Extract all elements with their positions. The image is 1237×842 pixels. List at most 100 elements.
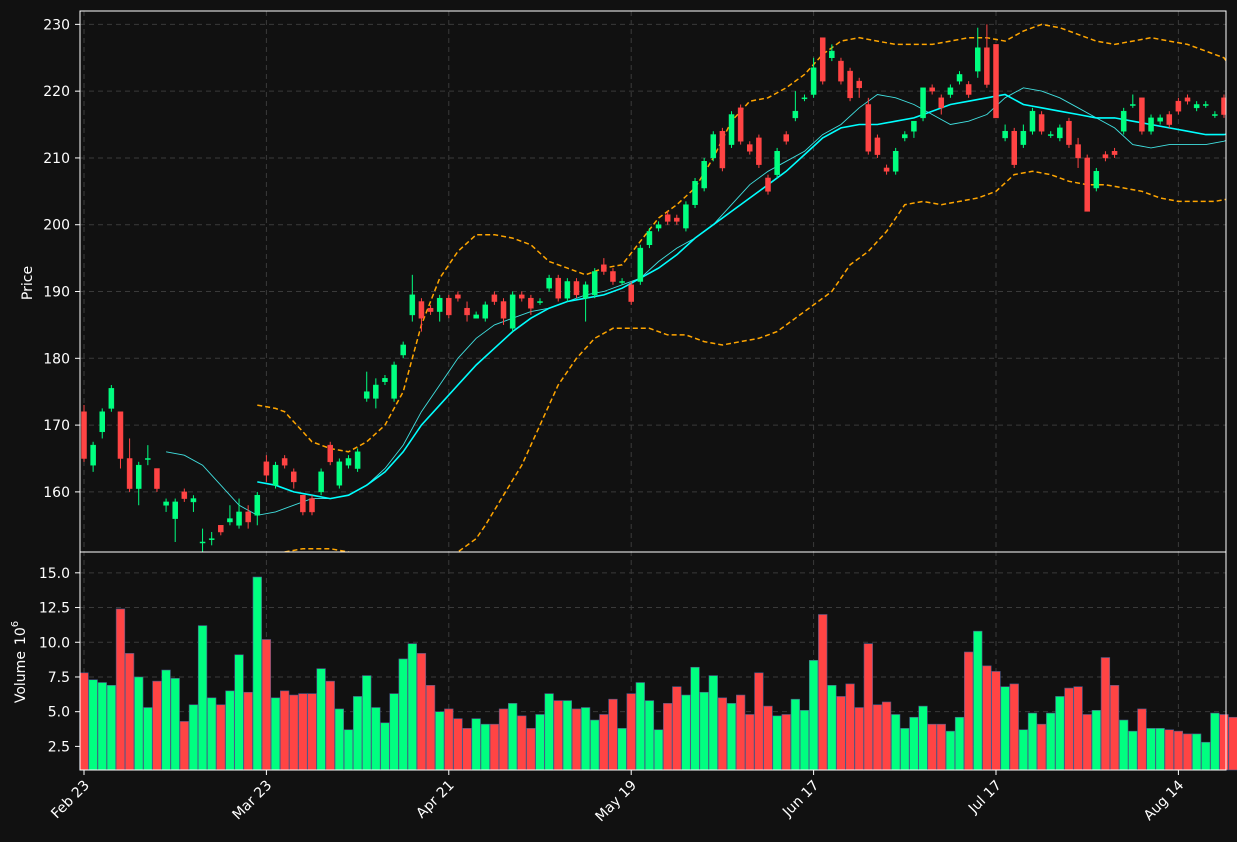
volume-bar bbox=[197, 625, 208, 771]
candle-body bbox=[728, 114, 735, 145]
volume-bar bbox=[1210, 712, 1220, 771]
candle-body bbox=[236, 511, 242, 526]
candle-body bbox=[546, 277, 552, 289]
volume-bar bbox=[635, 682, 645, 771]
candle-body bbox=[1212, 114, 1218, 116]
candle-body bbox=[938, 97, 945, 109]
candle-body bbox=[1057, 127, 1063, 139]
candle-body bbox=[1130, 104, 1136, 106]
candle-body bbox=[446, 297, 452, 316]
volume-bar bbox=[772, 715, 782, 771]
volume-bar bbox=[307, 693, 317, 771]
volume-bar bbox=[580, 707, 591, 771]
volume-axis-label-power: 6 bbox=[10, 621, 21, 627]
candle-body bbox=[327, 444, 333, 463]
candle-body bbox=[1020, 130, 1027, 145]
candle-body bbox=[99, 411, 105, 433]
volume-bar bbox=[124, 653, 135, 771]
volume-bar bbox=[1091, 709, 1101, 771]
candle-body bbox=[801, 97, 808, 100]
volume-bar bbox=[115, 608, 126, 771]
candle-body bbox=[792, 110, 799, 119]
candle-body bbox=[929, 87, 935, 92]
candle-body bbox=[245, 511, 251, 523]
candle-body bbox=[783, 134, 789, 142]
volume-bar bbox=[562, 700, 572, 771]
volume-bar bbox=[526, 728, 536, 771]
candle-body bbox=[774, 151, 780, 175]
volume-bar bbox=[644, 700, 655, 771]
price-tick-label: 170 bbox=[43, 418, 70, 434]
candle-body bbox=[591, 271, 598, 296]
candle-body bbox=[765, 177, 771, 192]
volume-bar bbox=[991, 671, 1001, 771]
volume-bar bbox=[891, 714, 901, 771]
volume-bar bbox=[836, 696, 846, 771]
volume-bar bbox=[681, 694, 691, 771]
volume-bar bbox=[252, 576, 262, 771]
candle-body bbox=[528, 297, 534, 309]
candle-body bbox=[1203, 104, 1209, 106]
volume-bar bbox=[982, 665, 992, 771]
candle-body bbox=[601, 264, 607, 272]
x-tick-label: Jun 17 bbox=[779, 778, 822, 821]
candle-body bbox=[1120, 110, 1127, 132]
price-tick-label: 160 bbox=[43, 485, 70, 501]
candle-body bbox=[519, 294, 525, 299]
candle-body bbox=[318, 471, 324, 493]
volume-axis-label: Volume 106 bbox=[10, 621, 29, 703]
volume-bar bbox=[143, 707, 153, 771]
candle-body bbox=[199, 541, 206, 544]
volume-bar bbox=[690, 666, 700, 771]
volume-bar bbox=[872, 704, 883, 771]
volume-bar bbox=[1228, 716, 1237, 771]
volume-bar bbox=[799, 709, 810, 771]
candle-body bbox=[829, 50, 835, 59]
volume-bar bbox=[352, 696, 363, 771]
volume-bar bbox=[152, 680, 162, 771]
volume-bar bbox=[88, 679, 98, 771]
x-tick-label: Aug 14 bbox=[1141, 777, 1187, 823]
candle-body bbox=[272, 464, 279, 486]
volume-bar bbox=[161, 669, 171, 771]
volume-bar bbox=[1046, 712, 1056, 771]
x-tick-label: Jul 17 bbox=[965, 778, 1005, 818]
candle-body bbox=[655, 224, 662, 229]
volume-bar bbox=[371, 707, 381, 771]
candle-body bbox=[108, 388, 115, 409]
volume-bar bbox=[818, 614, 828, 771]
volume-bar bbox=[1100, 657, 1111, 771]
volume-bar bbox=[854, 707, 864, 771]
volume-bar bbox=[462, 728, 472, 771]
candle-body bbox=[582, 284, 589, 299]
volume-bar bbox=[1137, 708, 1147, 771]
volume-bar bbox=[1109, 684, 1120, 771]
volume-bar bbox=[590, 719, 600, 771]
volume-bar bbox=[699, 691, 709, 771]
candle-body bbox=[947, 87, 954, 95]
candle-body bbox=[646, 231, 653, 246]
candle-body bbox=[819, 37, 826, 82]
volume-panel-frame bbox=[79, 551, 1227, 771]
candle-body bbox=[500, 301, 507, 319]
volume-bar bbox=[1192, 733, 1202, 771]
volume-bar bbox=[553, 700, 563, 771]
volume-bar bbox=[881, 701, 892, 771]
candle-body bbox=[373, 384, 379, 399]
volume-bar bbox=[1000, 686, 1010, 771]
candle-body bbox=[1084, 157, 1090, 212]
volume-bar bbox=[343, 729, 354, 771]
volume-bar bbox=[626, 693, 636, 771]
volume-bar bbox=[1173, 730, 1184, 771]
price-tick-label: 180 bbox=[43, 351, 70, 367]
volume-bar bbox=[435, 711, 445, 771]
indicator-lines bbox=[166, 23, 1226, 552]
volume-bars bbox=[79, 576, 1237, 771]
candle-body bbox=[473, 314, 479, 319]
volume-bar bbox=[936, 723, 946, 771]
candle-body bbox=[1139, 97, 1145, 132]
volume-tick-label: 10.0 bbox=[39, 635, 70, 651]
volume-tick-label: 12.5 bbox=[39, 601, 70, 617]
candle-body bbox=[509, 294, 516, 329]
candle-body bbox=[309, 498, 315, 513]
